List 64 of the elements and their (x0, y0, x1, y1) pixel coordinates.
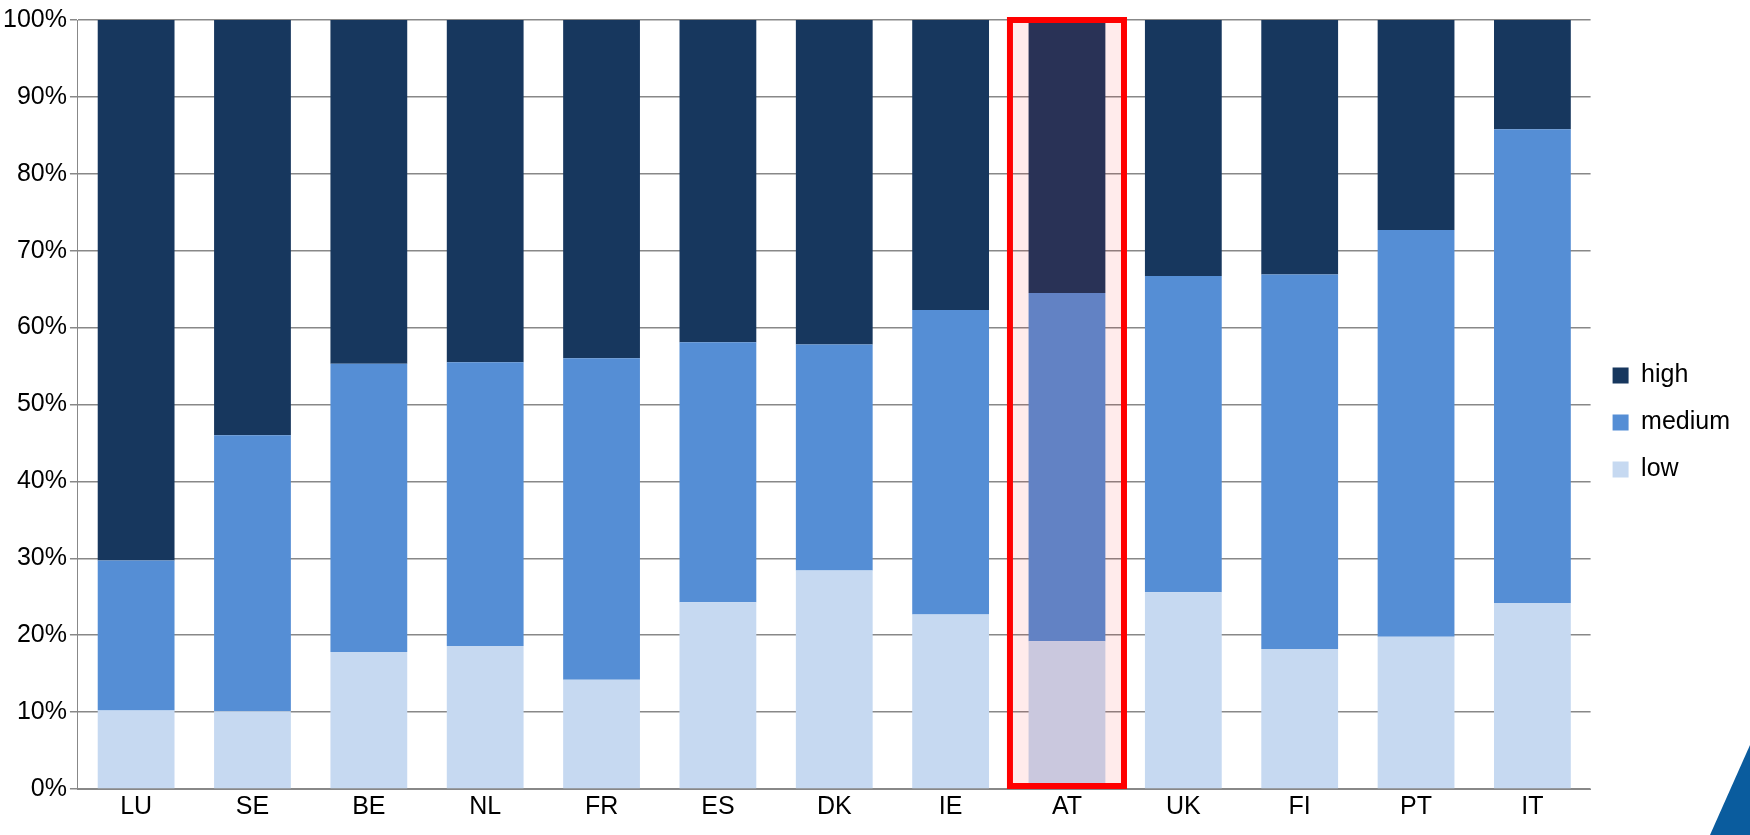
bar (1494, 602, 1571, 789)
bar (446, 362, 524, 646)
bar (679, 342, 757, 603)
bar (912, 20, 990, 310)
bar (1144, 276, 1222, 593)
y-tick-label: 30% (16, 542, 67, 571)
x-tick-label: DK (816, 790, 852, 819)
y-tick-label: 50% (16, 388, 67, 417)
bar (795, 344, 873, 571)
bar (1261, 649, 1339, 789)
bar (679, 602, 757, 789)
y-tick-label: 90% (16, 80, 67, 109)
x-tick-label: AT (1051, 790, 1083, 819)
bar (330, 20, 408, 364)
x-tick-label: FR (584, 790, 619, 819)
bar (1144, 592, 1222, 789)
y-tick-label: 70% (16, 234, 67, 263)
y-tick-label: 100% (2, 3, 67, 32)
bar (563, 358, 640, 680)
x-tick-label: LU (120, 790, 153, 819)
bar (1494, 20, 1571, 130)
x-tick-label: ES (701, 790, 735, 819)
bar (214, 435, 291, 712)
legend-label: medium (1641, 406, 1731, 435)
x-tick-label: PT (1400, 790, 1433, 819)
bar (330, 363, 408, 653)
bar (679, 20, 757, 343)
y-tick-label: 20% (16, 619, 67, 648)
bar (446, 20, 524, 363)
x-tick-label: NL (469, 790, 502, 819)
bar (912, 309, 990, 615)
bar (97, 560, 175, 711)
y-tick-label: 10% (16, 695, 67, 724)
bar (1028, 293, 1106, 642)
bar (1261, 20, 1339, 275)
x-tick-label: IT (1521, 790, 1544, 819)
bar (1494, 129, 1571, 603)
bar (1377, 229, 1455, 637)
y-tick-label: 60% (16, 311, 67, 340)
bar (1377, 636, 1455, 789)
bar (97, 20, 175, 561)
legend-label: low (1641, 453, 1680, 482)
x-tick-label: FI (1288, 790, 1311, 819)
bar (1377, 20, 1455, 230)
x-tick-label: SE (235, 790, 270, 819)
y-tick-label: 0% (30, 772, 67, 801)
bar (97, 710, 175, 789)
bar (795, 20, 873, 345)
bar (1144, 20, 1222, 277)
bar (1261, 274, 1339, 650)
bar (214, 20, 291, 436)
bar (912, 614, 990, 789)
bar (330, 652, 408, 789)
x-tick-label: IE (938, 790, 963, 819)
legend-label: high (1641, 359, 1689, 388)
x-tick-label: UK (1165, 790, 1202, 819)
x-tick-label: BE (352, 790, 386, 819)
y-tick-label: 40% (16, 465, 67, 494)
bar (214, 711, 291, 789)
bar (563, 20, 640, 359)
bar (563, 679, 640, 789)
bar (446, 645, 524, 789)
bar (795, 570, 873, 789)
y-tick-label: 80% (16, 157, 67, 186)
